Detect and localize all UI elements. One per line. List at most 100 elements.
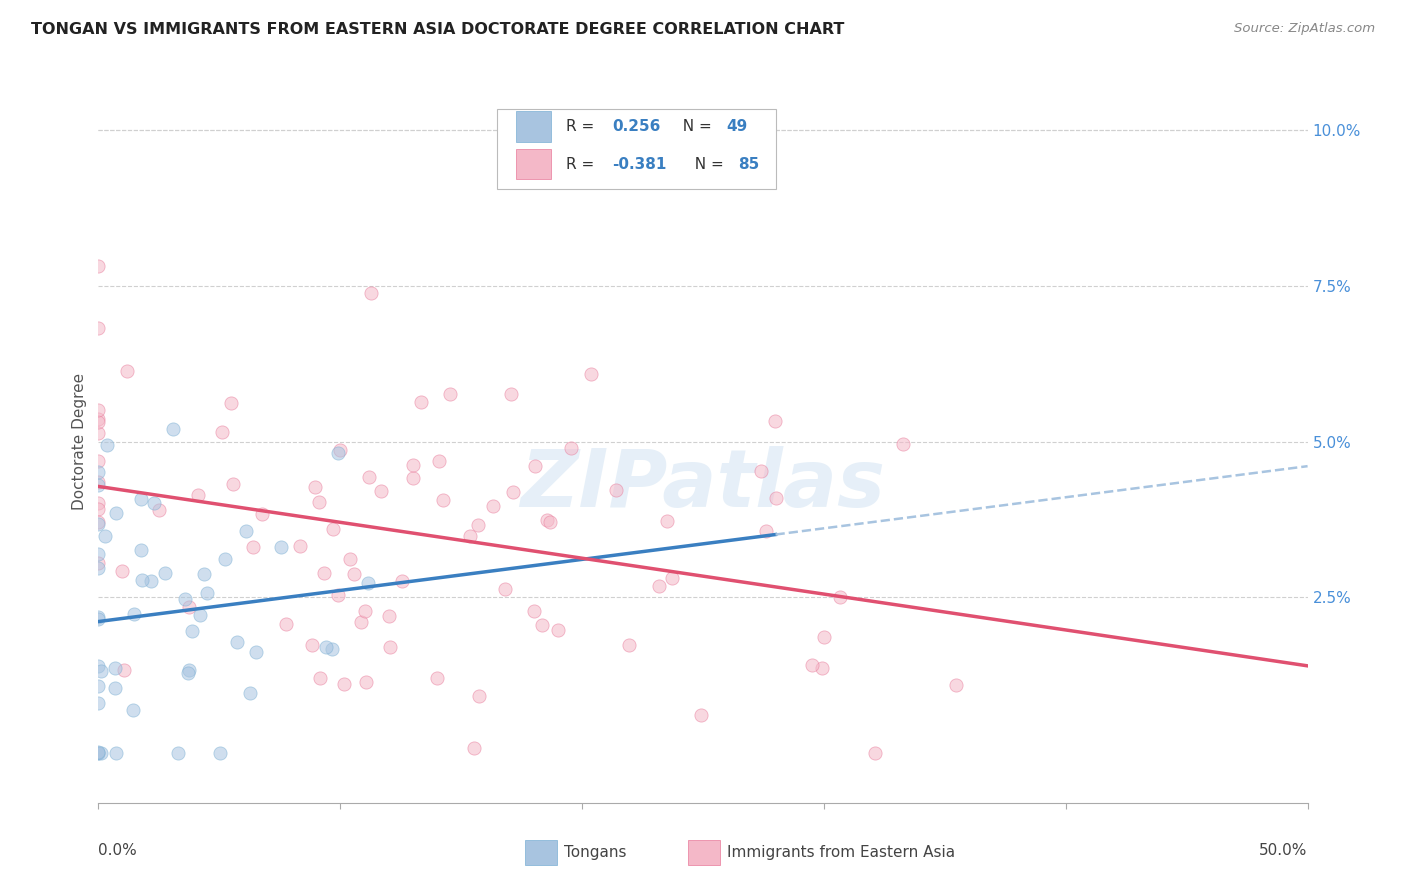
Point [124, 607, 146, 622]
Point [357, 576, 380, 591]
Point [463, 741, 485, 756]
Text: 85: 85 [738, 157, 759, 171]
Y-axis label: Doctorate Degree: Doctorate Degree [72, 373, 87, 510]
Point [87, 517, 110, 532]
Point [94, 529, 117, 543]
Point [87, 425, 110, 440]
Point [360, 286, 382, 301]
Text: Source: ZipAtlas.com: Source: ZipAtlas.com [1234, 22, 1375, 36]
Point [467, 517, 489, 532]
Point [219, 396, 242, 410]
Point [343, 566, 366, 581]
Text: 0.0%: 0.0% [98, 843, 138, 857]
Point [828, 590, 851, 604]
Point [326, 589, 349, 603]
Point [502, 485, 524, 500]
Point [321, 641, 343, 656]
Point [245, 645, 267, 659]
Point [222, 477, 245, 491]
Point [536, 513, 558, 527]
FancyBboxPatch shape [498, 109, 776, 189]
Text: 50.0%: 50.0% [1260, 843, 1308, 857]
Point [655, 514, 678, 528]
Point [87, 746, 110, 760]
Point [458, 529, 481, 543]
Point [177, 663, 200, 677]
Text: TONGAN VS IMMIGRANTS FROM EASTERN ASIA DOCTORATE DEGREE CORRELATION CHART: TONGAN VS IMMIGRANTS FROM EASTERN ASIA D… [31, 22, 845, 37]
Point [87, 696, 110, 710]
Point [90, 664, 112, 678]
Point [617, 639, 640, 653]
Point [354, 675, 377, 690]
Point [359, 469, 381, 483]
Point [176, 666, 198, 681]
Point [142, 496, 165, 510]
Text: N =: N = [685, 157, 728, 171]
Point [322, 522, 344, 536]
Point [129, 492, 152, 507]
Point [87, 320, 110, 334]
Point [765, 491, 787, 505]
Point [87, 478, 110, 492]
Point [105, 746, 128, 760]
Point [312, 566, 335, 580]
Point [547, 624, 569, 638]
Point [87, 259, 110, 273]
Point [211, 425, 233, 439]
Point [87, 679, 110, 693]
Point [605, 483, 627, 497]
Point [339, 552, 361, 566]
Point [749, 464, 772, 478]
Point [250, 507, 273, 521]
Point [225, 634, 247, 648]
Point [87, 496, 110, 510]
Point [801, 657, 824, 672]
Point [531, 618, 554, 632]
Point [813, 630, 835, 644]
Point [209, 746, 232, 760]
Point [87, 454, 110, 468]
Point [432, 492, 454, 507]
FancyBboxPatch shape [516, 149, 551, 179]
Point [370, 483, 392, 498]
Point [501, 387, 523, 401]
Point [87, 502, 110, 516]
Point [755, 524, 778, 539]
Point [87, 556, 110, 570]
Point [333, 677, 356, 691]
Point [214, 551, 236, 566]
Point [648, 579, 671, 593]
FancyBboxPatch shape [526, 840, 557, 865]
FancyBboxPatch shape [689, 840, 720, 865]
Point [579, 367, 602, 381]
Point [173, 591, 195, 606]
Point [129, 542, 152, 557]
Point [524, 459, 547, 474]
Point [494, 582, 516, 596]
Point [87, 475, 110, 489]
Point [117, 364, 139, 378]
Point [87, 402, 110, 417]
Point [181, 624, 204, 638]
Point [87, 658, 110, 673]
Text: R =: R = [567, 119, 599, 134]
Point [401, 458, 423, 472]
Point [308, 495, 330, 509]
Point [439, 386, 461, 401]
Point [560, 441, 582, 455]
Point [110, 564, 132, 578]
Point [274, 617, 297, 632]
Point [87, 746, 110, 760]
Point [122, 703, 145, 717]
Point [301, 638, 323, 652]
Point [167, 746, 190, 760]
Point [87, 515, 110, 529]
Point [112, 663, 135, 677]
Point [409, 395, 432, 409]
Point [131, 573, 153, 587]
Point [690, 707, 713, 722]
Text: Tongans: Tongans [564, 845, 627, 860]
Point [104, 661, 127, 675]
Point [538, 515, 561, 529]
Point [235, 524, 257, 538]
